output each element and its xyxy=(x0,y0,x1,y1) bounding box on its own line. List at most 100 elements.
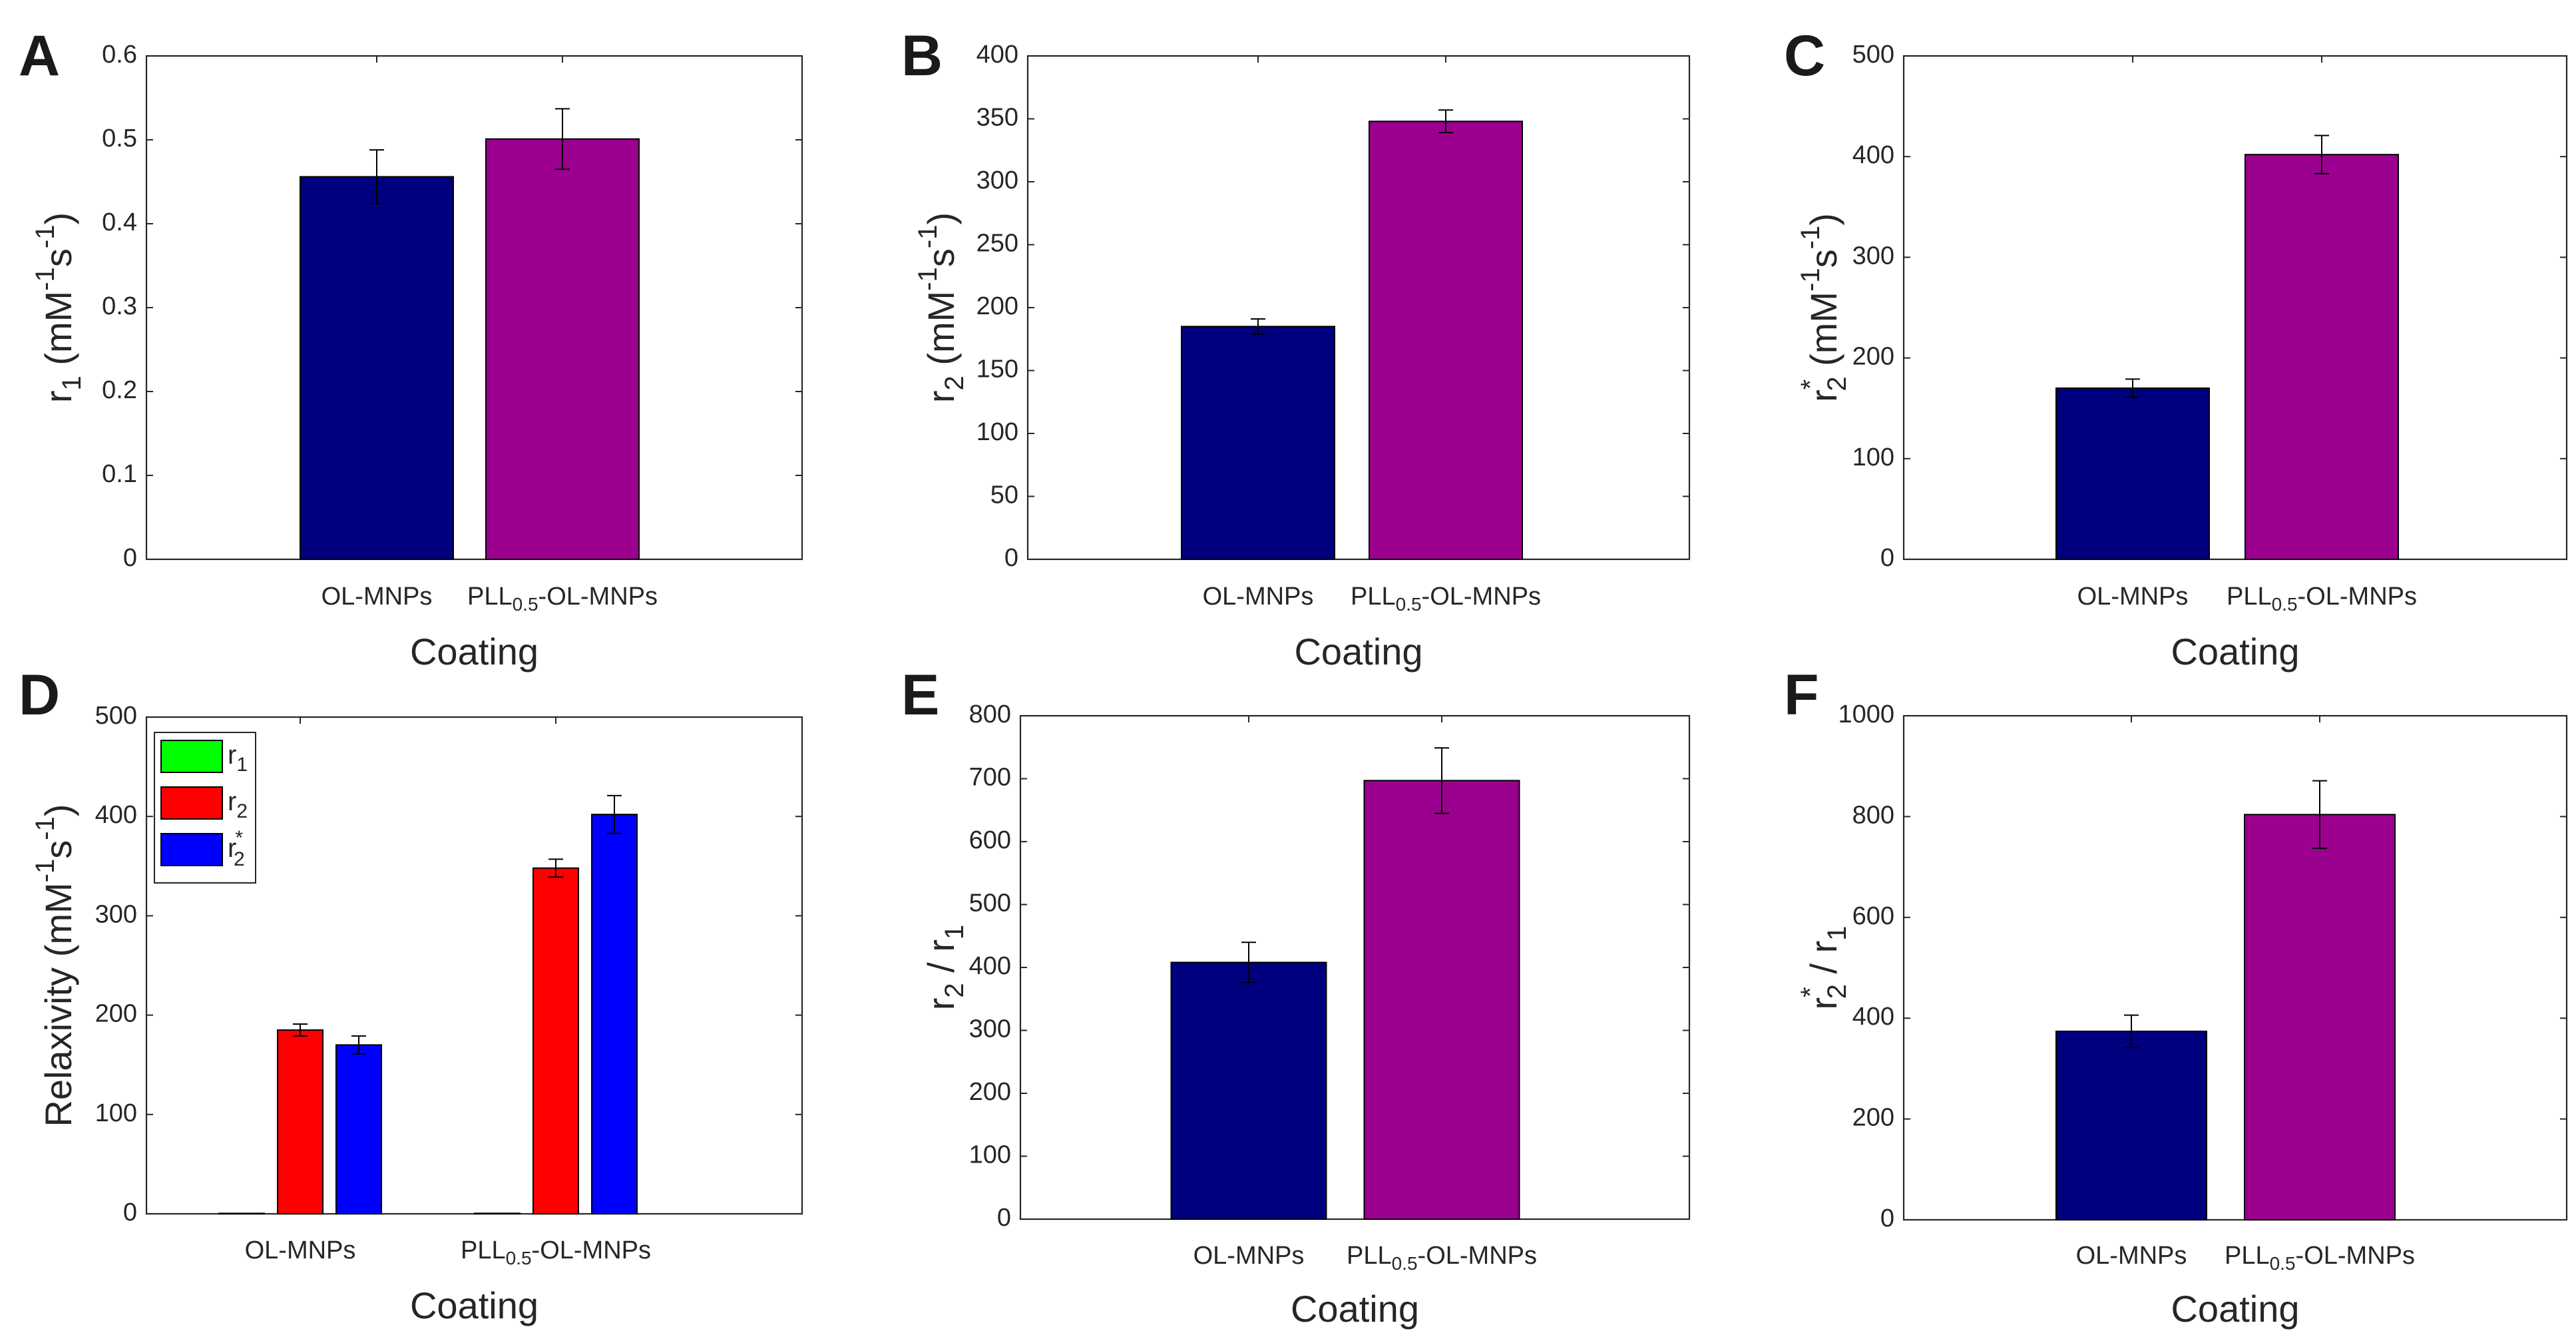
bar-pll-ol-mnps xyxy=(485,138,640,561)
x-tick-label: PLL0.5-OL-MNPs xyxy=(461,1236,651,1268)
y-title-denominator: r xyxy=(920,939,962,952)
y-tick-label: 1000 xyxy=(1838,700,1894,728)
category-subscript: 0.5 xyxy=(1392,1253,1418,1274)
x-axis-title: Coating xyxy=(410,631,538,672)
y-tick-label-text: 0.1 xyxy=(102,460,137,488)
legend-label-subscript: 1 xyxy=(236,754,248,776)
y-tick-label: 0.4 xyxy=(102,208,137,236)
x-axis-title-text: Coating xyxy=(1294,631,1422,672)
y-tick-label-text: 700 xyxy=(969,764,1011,792)
category-tail: -OL-MNPs xyxy=(532,1236,651,1264)
x-axis-title-text: Coating xyxy=(2171,1288,2299,1330)
x-tick-label: OL-MNPs xyxy=(2076,1242,2187,1270)
category-name: OL-MNPs xyxy=(1193,1242,1305,1270)
y-tick-label: 0.5 xyxy=(102,125,137,152)
y-tick-label-text: 500 xyxy=(969,890,1011,918)
y-title-unit-superscript: -1 xyxy=(31,859,60,883)
category-tail: -OL-MNPs xyxy=(2298,583,2417,611)
x-axis-title: Coating xyxy=(410,1284,538,1326)
bar-r1-ol-mnps xyxy=(218,1212,265,1215)
y-title-subscript: 2 xyxy=(1823,376,1852,391)
category-subscript: 0.5 xyxy=(506,1248,532,1268)
legend-label-superscript: * xyxy=(235,827,243,849)
y-axis-title: r2 (mM-1s-1) xyxy=(913,212,969,403)
y-tick-label: 0 xyxy=(997,1204,1011,1232)
y-axis-title: Relaxivity (mM-1s-1) xyxy=(31,804,79,1127)
y-title-superscript: * xyxy=(1796,380,1825,390)
axes-box xyxy=(1902,55,2568,561)
category-name: PLL xyxy=(1347,1242,1392,1270)
y-tick-label-text: 50 xyxy=(990,481,1018,509)
bar-r2-pll-ol-mnps xyxy=(533,867,579,1215)
y-title-slash: / xyxy=(1803,953,1844,984)
category-name: OL-MNPs xyxy=(1203,583,1314,611)
bar-ol-mnps xyxy=(2055,387,2210,561)
y-tick-label: 0.6 xyxy=(102,41,137,69)
y-title-subscript: 2 xyxy=(940,376,969,390)
y-tick-label-text: 0 xyxy=(123,544,137,572)
x-axis-title: Coating xyxy=(1294,631,1422,672)
y-title-unit: (mM xyxy=(37,291,79,376)
bar-pll-ol-mnps xyxy=(2245,154,2399,560)
y-tick-label-text: 100 xyxy=(95,1099,137,1127)
x-axis-title: Coating xyxy=(1291,1288,1419,1330)
y-tick-label: 300 xyxy=(976,166,1018,194)
y-tick-label: 50 xyxy=(990,481,1018,509)
x-tick-label: PLL0.5-OL-MNPs xyxy=(2225,1242,2415,1274)
y-tick-label-text: 200 xyxy=(969,1078,1011,1106)
legend-label-subscript: 2 xyxy=(236,800,248,822)
y-title-denominator-subscript: 1 xyxy=(1823,926,1852,940)
y-tick-label-text: 400 xyxy=(1852,141,1894,169)
y-axis-title: r1 (mM-1s-1) xyxy=(31,212,87,403)
panel-letter-text: D xyxy=(19,663,60,727)
panel-letter-text: A xyxy=(19,24,60,88)
bar-ol-mnps xyxy=(1181,326,1335,560)
bar-ol-mnps xyxy=(2055,1030,2207,1220)
y-tick-label-text: 350 xyxy=(976,104,1018,132)
y-tick-label-text: 0.5 xyxy=(102,125,137,152)
category-name: OL-MNPs xyxy=(245,1236,356,1264)
y-title-unit-superscript: -1 xyxy=(31,267,60,291)
x-tick-label: PLL0.5-OL-MNPs xyxy=(1347,1242,1537,1274)
bar-ol-mnps xyxy=(300,176,454,560)
y-tick-label: 400 xyxy=(976,41,1018,69)
y-tick-label-text: 400 xyxy=(969,952,1011,980)
panel-letter: A xyxy=(19,24,60,88)
y-tick-label: 300 xyxy=(969,1015,1011,1043)
y-tick-label-text: 0.6 xyxy=(102,41,137,69)
legend-label-base: r xyxy=(228,740,236,770)
bar-pll-ol-mnps xyxy=(1363,780,1520,1220)
y-tick-label: 350 xyxy=(976,104,1018,132)
y-tick-label: 400 xyxy=(95,801,137,829)
axes-box xyxy=(1026,55,1691,561)
y-tick-label: 0 xyxy=(1880,1204,1894,1232)
y-tick-label-text: 0 xyxy=(123,1199,137,1226)
y-tick-label-text: 200 xyxy=(976,292,1018,320)
y-tick-label: 300 xyxy=(95,900,137,928)
category-subscript: 0.5 xyxy=(2272,594,2298,615)
category-tail: -OL-MNPs xyxy=(1422,583,1541,611)
category-name: OL-MNPs xyxy=(2077,583,2189,611)
y-tick-label-text: 400 xyxy=(976,41,1018,69)
y-tick-label: 500 xyxy=(969,890,1011,918)
y-title-superscript: * xyxy=(1796,987,1825,997)
y-title-unit-end: ) xyxy=(37,804,79,817)
category-name: PLL xyxy=(2227,583,2272,611)
panel-e: E 0 100 200 300 400 500 600 700 800 OL-MNPs PLL0.5-… xyxy=(901,663,1691,1330)
y-tick-label: 600 xyxy=(1852,902,1894,930)
panel-letter: D xyxy=(19,663,60,727)
y-tick-label: 150 xyxy=(976,356,1018,384)
y-title-denominator: r xyxy=(1803,941,1844,953)
category-tail: -OL-MNPs xyxy=(538,583,658,611)
y-tick-label-text: 300 xyxy=(976,166,1018,194)
x-tick-label: OL-MNPs xyxy=(322,583,433,611)
y-tick-label-text: 1000 xyxy=(1838,700,1894,728)
y-tick-label-text: 400 xyxy=(95,801,137,829)
y-title-symbol: Relaxivity xyxy=(37,967,79,1127)
y-tick-label: 400 xyxy=(1852,1003,1894,1031)
y-tick-label: 200 xyxy=(976,292,1018,320)
x-axis-title: Coating xyxy=(2171,1288,2299,1330)
y-tick-label-text: 300 xyxy=(95,900,137,928)
y-title-unit-b-superscript: -1 xyxy=(913,225,943,249)
